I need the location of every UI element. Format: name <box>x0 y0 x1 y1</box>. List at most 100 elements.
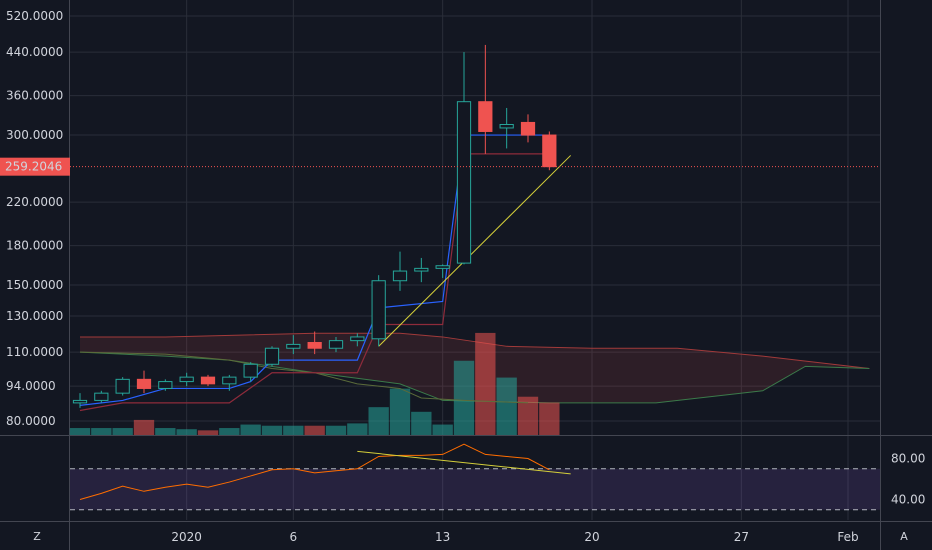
volume-bar <box>176 429 197 435</box>
price-tick-label: 300.0000 <box>6 128 63 142</box>
auto-scale-a-button[interactable]: A <box>900 530 908 543</box>
candle <box>328 336 344 353</box>
candle-body <box>542 134 557 168</box>
svg-text:A: A <box>900 530 908 543</box>
volume-bar <box>432 424 453 435</box>
price-tick-label: 520.0000 <box>6 9 63 23</box>
rsi-tick-label: 40.00 <box>891 493 925 507</box>
candle-body <box>520 121 536 136</box>
candle <box>520 114 536 143</box>
leading-span-b <box>79 351 870 404</box>
candle <box>115 377 130 396</box>
candle <box>478 44 493 154</box>
candle <box>243 362 258 382</box>
candle <box>414 257 429 283</box>
candle-body <box>478 101 493 132</box>
volume-bar <box>219 428 240 435</box>
candle <box>435 264 450 278</box>
candle-body <box>307 342 322 349</box>
last-price-label: 259.2046 <box>5 160 62 174</box>
rsi-tick-label: 80.00 <box>891 452 925 466</box>
candle <box>456 52 472 265</box>
last-price-line: 259.2046 <box>0 157 880 176</box>
ichimoku-cloud <box>79 332 870 404</box>
price-tick-label: 180.0000 <box>6 239 63 253</box>
time-tick-label: Feb <box>837 530 858 544</box>
time-tick-label: 27 <box>734 530 749 544</box>
candle-body <box>72 399 88 404</box>
axes: 520.0000 440.0000 360.0000 300.0000 220.0000… <box>6 9 925 544</box>
candle <box>179 372 194 387</box>
volume-bar <box>453 360 475 435</box>
rsi-divergence-line <box>357 450 571 475</box>
candle-body <box>264 347 280 365</box>
volume-bars <box>69 332 560 435</box>
price-tick-label: 94.0000 <box>6 379 56 393</box>
price-tick-label: 130.0000 <box>6 309 63 323</box>
volume-bar <box>155 428 176 435</box>
candle <box>136 370 152 394</box>
volume-bar <box>475 332 496 435</box>
volume-bar <box>517 396 539 435</box>
candle <box>286 335 301 355</box>
candle <box>158 379 173 391</box>
volume-bar <box>133 419 155 435</box>
volume-bar <box>325 425 347 435</box>
candle <box>392 251 408 291</box>
volume-bar <box>91 428 112 435</box>
volume-bar <box>197 430 219 435</box>
auto-scale-z-button[interactable]: Z <box>33 530 41 543</box>
volume-bar <box>261 425 283 435</box>
volume-bar <box>368 407 389 435</box>
candle-body <box>414 267 429 272</box>
candlesticks <box>72 44 557 408</box>
price-tick-label: 80.0000 <box>6 414 56 428</box>
candle <box>350 333 365 347</box>
candle-body <box>179 376 194 383</box>
svg-text:Z: Z <box>33 530 41 543</box>
volume-bar <box>112 428 133 435</box>
price-tick-label: 440.0000 <box>6 45 63 59</box>
volume-bar <box>539 402 560 435</box>
candle <box>200 374 216 387</box>
candle-body <box>371 280 386 340</box>
price-tick-label: 110.0000 <box>6 345 63 359</box>
volume-bar <box>389 388 411 435</box>
candle-body <box>456 101 472 264</box>
candle <box>264 346 280 367</box>
candle <box>307 331 322 355</box>
volume-bar <box>69 428 91 435</box>
price-tick-label: 360.0000 <box>6 89 63 103</box>
candle-body <box>328 340 344 349</box>
candle <box>542 131 557 171</box>
candle <box>499 107 514 149</box>
trendline <box>378 155 572 347</box>
leading-span-a <box>80 332 870 369</box>
volume-bar <box>283 425 304 435</box>
candle-body <box>94 392 109 401</box>
rsi-line <box>79 443 550 500</box>
candle-body <box>136 378 152 389</box>
volume-bar <box>304 425 325 435</box>
candle-body <box>200 376 216 385</box>
candle-body <box>286 343 301 349</box>
time-tick-label: 6 <box>290 530 298 544</box>
candle-body <box>115 378 130 394</box>
time-tick-label: 2020 <box>171 530 202 544</box>
candle-body <box>499 123 514 129</box>
candle <box>94 390 109 403</box>
candle-body <box>392 270 408 282</box>
rsi-band-fill <box>70 468 880 510</box>
rsi-pane <box>70 443 880 511</box>
volume-bar <box>347 423 368 435</box>
candle-body <box>350 336 365 342</box>
candle <box>222 374 237 391</box>
candle-body <box>158 381 173 389</box>
volume-bar <box>411 411 432 435</box>
candle-body <box>222 376 237 385</box>
candle-body <box>435 265 450 269</box>
time-tick-label: 20 <box>584 530 599 544</box>
candle <box>72 393 88 408</box>
